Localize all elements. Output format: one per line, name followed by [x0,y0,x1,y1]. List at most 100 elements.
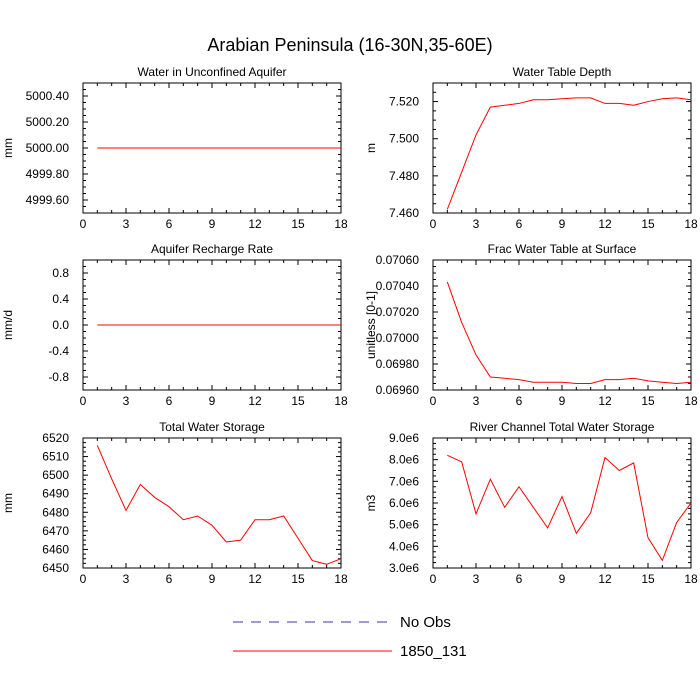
x-tick-label: 18 [334,394,348,408]
x-tick-label: 9 [559,217,566,231]
x-tick-label: 18 [684,394,698,408]
y-tick-label: 7.480 [389,169,419,183]
y-tick-label: 7.0e6 [389,474,419,488]
plot-frame [82,437,342,569]
y-axis-label: unitless [0-1] [364,291,378,359]
chart-panel-4: Frac Water Table at Surface 0 3 6 9 12 15 18 0.0… [364,242,698,408]
x-tick-label: 6 [166,217,173,231]
chart-panel-6: River Channel Total Water Storage 0 3 6 9 12 1… [364,420,698,586]
y-tick-label: 6460 [42,542,69,556]
y-tick-label: 4999.80 [26,167,70,181]
y-tick-label: 7.500 [389,132,419,146]
legend-label-1: No Obs [400,614,451,631]
y-tick-label: 0.07040 [376,279,420,293]
y-tick-label: 3.0e6 [389,561,419,575]
y-tick-label: 0.07060 [376,253,420,267]
x-tick-label: 18 [684,217,698,231]
y-tick-label: 0.4 [52,292,69,306]
y-tick-label: 4.0e6 [389,539,419,553]
x-tick-label: 6 [516,572,523,586]
y-tick-label: 6490 [42,487,69,501]
y-tick-label: -0.8 [48,370,69,384]
y-tick-label: 6470 [42,524,69,538]
y-tick-label: 6520 [42,431,69,445]
x-tick-label: 6 [516,217,523,231]
x-tick-label: 3 [123,572,130,586]
chart-title: River Channel Total Water Storage [470,420,655,434]
figure-title: Arabian Peninsula (16-30N,35-60E) [207,35,492,55]
y-tick-label: 9.0e6 [389,431,419,445]
x-tick-label: 9 [209,572,216,586]
x-tick-label: 15 [641,217,655,231]
x-tick-label: 15 [641,572,655,586]
chart-title: Aquifer Recharge Rate [151,242,273,256]
x-tick-label: 12 [248,394,262,408]
y-tick-label: 0.07020 [376,305,420,319]
series-line-1850_131 [96,445,342,565]
series-line-1850_131 [446,281,692,385]
x-tick-label: 15 [641,394,655,408]
y-tick-label: 0.07000 [376,331,420,345]
y-tick-label: 5000.20 [26,115,70,129]
x-tick-label: 12 [598,217,612,231]
chart-title: Water Table Depth [513,65,612,79]
x-tick-label: 6 [516,394,523,408]
legend: No Obs 1850_131 [233,614,467,660]
x-tick-label: 15 [291,217,305,231]
chart-panel-3: Aquifer Recharge Rate 0 3 6 9 12 15 18 -0.8 -0.4 0… [1,242,348,408]
y-tick-label: 4999.60 [26,193,70,207]
y-axis-label: m [364,143,378,153]
x-tick-label: 9 [209,217,216,231]
y-tick-label: 8.0e6 [389,453,419,467]
x-tick-label: 0 [80,572,87,586]
x-tick-label: 12 [248,217,262,231]
plot-frame [432,82,692,214]
x-tick-label: 18 [334,217,348,231]
y-axis-label: m3 [364,494,378,511]
x-tick-label: 12 [598,394,612,408]
x-tick-label: 9 [559,394,566,408]
x-tick-label: 3 [473,217,480,231]
y-tick-label: 7.460 [389,206,419,220]
x-tick-label: 0 [430,572,437,586]
y-tick-label: 6500 [42,468,69,482]
y-tick-label: -0.4 [48,344,69,358]
plot-frame [432,437,692,569]
chart-panel-1: Water in Unconfined Aquifer 0 3 6 9 12 15 18 499… [1,65,348,231]
series-line-1850_131 [446,97,692,210]
chart-panel-5: Total Water Storage 0 3 6 9 12 15 18 6450 6460 647… [1,420,348,586]
x-tick-label: 15 [291,394,305,408]
y-tick-label: 0.8 [52,266,69,280]
x-tick-label: 15 [291,572,305,586]
x-tick-label: 0 [430,394,437,408]
legend-label-2: 1850_131 [400,643,467,660]
chart-title: Water in Unconfined Aquifer [138,65,287,79]
y-tick-label: 7.520 [389,95,419,109]
x-tick-label: 9 [559,572,566,586]
series-line-1850_131 [447,454,692,562]
x-tick-label: 3 [123,394,130,408]
y-tick-label: 5.0e6 [389,518,419,532]
y-tick-label: 6480 [42,505,69,519]
chart-title: Frac Water Table at Surface [488,242,637,256]
x-tick-label: 9 [209,394,216,408]
x-tick-label: 12 [248,572,262,586]
y-tick-label: 0.06980 [376,357,420,371]
x-tick-label: 3 [123,217,130,231]
x-tick-label: 12 [598,572,612,586]
x-tick-label: 3 [473,572,480,586]
x-tick-label: 0 [80,217,87,231]
y-tick-label: 6.0e6 [389,496,419,510]
y-axis-label: mm [1,138,15,158]
x-tick-label: 18 [684,572,698,586]
y-tick-label: 0.0 [52,318,69,332]
chart-title: Total Water Storage [159,420,265,434]
y-tick-label: 6510 [42,450,69,464]
y-tick-label: 6450 [42,561,69,575]
x-tick-label: 3 [473,394,480,408]
y-axis-label: mm/d [1,310,15,340]
x-tick-label: 0 [80,394,87,408]
x-tick-label: 6 [166,394,173,408]
y-tick-label: 5000.40 [26,89,70,103]
